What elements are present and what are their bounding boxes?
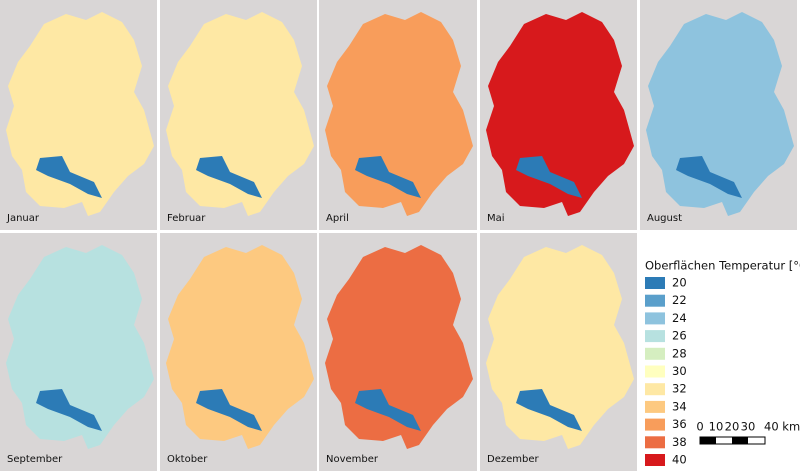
legend-swatch (645, 400, 665, 413)
map-panel: September (0, 233, 157, 471)
month-label: Oktober (167, 454, 208, 465)
legend-swatch (645, 454, 665, 466)
scale-bar (699, 436, 766, 445)
map-panel: November (319, 233, 477, 471)
scale-label: 0 (696, 420, 703, 434)
legend-label: 22 (672, 293, 687, 307)
scale-label: 20 (725, 420, 740, 434)
map-panel: Mai (480, 0, 637, 230)
scale-label: 40 km (764, 420, 800, 434)
legend-label: 26 (672, 329, 687, 343)
legend-label: 34 (672, 399, 687, 413)
map-panel: Dezember (480, 233, 637, 471)
legend-label: 24 (672, 311, 687, 325)
legend-label: 30 (672, 364, 687, 378)
map-panel: April (319, 0, 477, 230)
month-label: Mai (487, 213, 505, 224)
legend-label: 28 (672, 346, 687, 360)
month-label: April (326, 213, 349, 224)
legend-swatch (645, 277, 665, 289)
legend-swatch (645, 436, 665, 449)
legend-swatch (645, 294, 665, 307)
month-label: Februar (167, 213, 206, 224)
legend-label: 38 (672, 435, 687, 449)
legend-swatch (645, 312, 665, 325)
map-panel: Januar (0, 0, 157, 230)
month-label: November (326, 454, 379, 465)
legend-label: 20 (672, 276, 687, 290)
month-label: Dezember (487, 454, 539, 465)
scale-label: 30 (741, 420, 756, 434)
legend-swatch (645, 347, 665, 360)
legend-label: 32 (672, 382, 687, 396)
month-label: August (647, 213, 682, 224)
month-label: Januar (6, 213, 40, 224)
legend-label: 40 (672, 453, 687, 467)
map-panel: Oktober (160, 233, 317, 471)
scale-bar-segment (700, 437, 716, 444)
legend-swatch (645, 330, 665, 343)
legend-label: 36 (672, 417, 687, 431)
legend-swatch (645, 418, 665, 431)
scale-bar-segment (732, 437, 748, 444)
map-panel: Februar (160, 0, 317, 230)
scale-label: 10 (709, 420, 724, 434)
map-panel: August (640, 0, 797, 230)
legend-swatch (645, 383, 665, 396)
month-label: September (7, 454, 63, 465)
legend-swatch (645, 365, 665, 378)
legend-title: Oberflächen Temperatur [°C] (645, 259, 800, 273)
